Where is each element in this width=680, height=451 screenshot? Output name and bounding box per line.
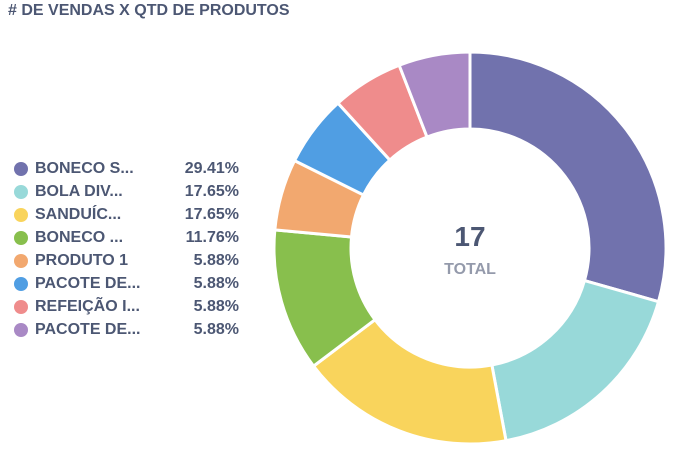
legend-label: BONECO ... bbox=[35, 228, 124, 246]
chart-title: # DE VENDAS X QTD DE PRODUTOS bbox=[8, 2, 290, 19]
legend-label: REFEIÇÃO I... bbox=[35, 297, 140, 315]
legend-percent: 5.88% bbox=[193, 320, 239, 338]
total-label: TOTAL bbox=[444, 261, 496, 278]
legend-label: PRODUTO 1 bbox=[35, 251, 129, 269]
legend-label: SANDUÍC... bbox=[35, 205, 122, 223]
legend-dot bbox=[14, 253, 28, 268]
legend-item[interactable]: PACOTE DE... 5.88% bbox=[14, 318, 239, 341]
legend-dot bbox=[14, 207, 28, 222]
legend-item[interactable]: PRODUTO 1 5.88% bbox=[14, 249, 239, 272]
total-value: 17 bbox=[454, 221, 485, 252]
legend-label: BONECO S... bbox=[35, 159, 134, 177]
legend-percent: 5.88% bbox=[193, 251, 239, 269]
legend-item[interactable]: BOLA DIV... 17.65% bbox=[14, 180, 239, 203]
legend-item[interactable]: PACOTE DE... 5.88% bbox=[14, 272, 239, 295]
donut-slice[interactable] bbox=[397, 50, 472, 139]
legend-dot bbox=[14, 184, 28, 199]
legend-percent: 11.76% bbox=[185, 228, 239, 246]
donut-slice[interactable] bbox=[490, 278, 661, 443]
legend-percent: 17.65% bbox=[184, 182, 239, 200]
legend-percent: 5.88% bbox=[193, 297, 239, 315]
legend-dot bbox=[14, 322, 28, 337]
legend: BONECO S... 29.41% BOLA DIV... 17.65% SANDUÍ… bbox=[14, 157, 239, 341]
legend-percent: 29.41% bbox=[184, 159, 239, 177]
legend-dot bbox=[14, 161, 28, 176]
legend-label: BOLA DIV... bbox=[35, 182, 123, 200]
legend-dot bbox=[14, 276, 28, 291]
donut-slice[interactable] bbox=[468, 50, 668, 304]
legend-label: PACOTE DE... bbox=[35, 274, 141, 292]
legend-label: PACOTE DE... bbox=[35, 320, 141, 338]
legend-item[interactable]: SANDUÍC... 17.65% bbox=[14, 203, 239, 226]
legend-dot bbox=[14, 230, 28, 245]
legend-item[interactable]: BONECO S... 29.41% bbox=[14, 157, 239, 180]
legend-dot bbox=[14, 299, 28, 314]
legend-item[interactable]: REFEIÇÃO I... 5.88% bbox=[14, 295, 239, 318]
legend-item[interactable]: BONECO ... 11.76% bbox=[14, 226, 239, 249]
legend-percent: 5.88% bbox=[193, 274, 239, 292]
legend-percent: 17.65% bbox=[184, 205, 239, 223]
